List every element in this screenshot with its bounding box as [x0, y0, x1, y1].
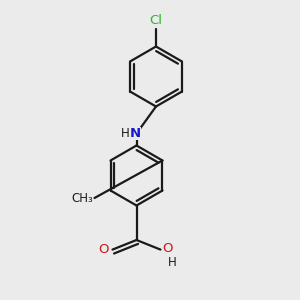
Text: O: O — [98, 243, 109, 256]
Text: Cl: Cl — [149, 14, 163, 27]
Text: CH₃: CH₃ — [71, 191, 93, 205]
Text: N: N — [129, 127, 141, 140]
Text: O: O — [162, 242, 172, 255]
Text: H: H — [168, 256, 177, 268]
Text: H: H — [121, 127, 130, 140]
